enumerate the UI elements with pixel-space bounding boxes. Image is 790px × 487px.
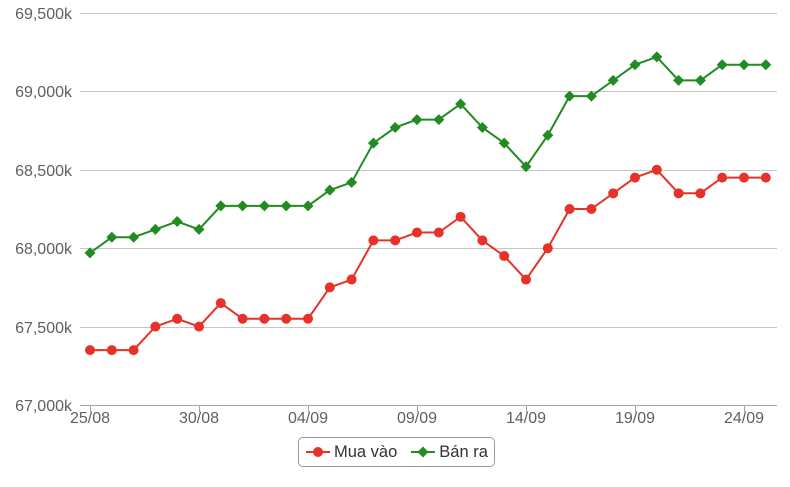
mua-vao-point-28-08: [150, 321, 161, 332]
mua-vao-point-25-09: [760, 172, 771, 183]
grid: [80, 13, 777, 328]
legend: Mua vào Bán ra: [298, 437, 495, 467]
mua-vao-point-22-09: [695, 188, 706, 199]
ban-ra-point-19-09: [629, 59, 641, 71]
mua-vao-point-02-09: [259, 313, 270, 324]
series-line-ban-ra: [89, 55, 766, 254]
ban-ra-point-23-09: [716, 59, 728, 71]
mua-vao-point-19-09: [630, 172, 640, 183]
mua-vao-point-26-08: [106, 345, 117, 356]
ban-ra-point-26-08: [106, 231, 118, 243]
ban-ra-point-31-08: [215, 200, 227, 212]
mua-vao-point-23-09: [717, 172, 728, 183]
mua-vao-point-11-09: [455, 211, 466, 222]
ban-ra-point-30-08: [193, 223, 205, 235]
mua-vao-point-01-09: [237, 313, 248, 324]
ban-ra-point-11-09: [455, 98, 467, 110]
legend-marker: [313, 447, 323, 457]
ban-ra-point-24-09: [738, 59, 750, 71]
ban-ra-point-29-08: [171, 216, 183, 228]
legend-marker: [417, 446, 429, 458]
legend-item-ban-ra[interactable]: Bán ra: [411, 443, 488, 462]
mua-vao-point-16-09: [564, 204, 575, 214]
y-tick-label: 68,500k: [15, 163, 73, 180]
mua-vao-point-31-08: [215, 298, 226, 309]
ban-ra-point-05-09: [324, 184, 336, 196]
ban-ra-point-08-09: [389, 121, 401, 133]
ban-ra-point-02-09: [258, 200, 270, 212]
mua-vao-point-12-09: [477, 235, 488, 246]
mua-vao-point-08-09: [390, 235, 401, 246]
mua-vao-point-10-09: [433, 227, 444, 238]
legend-diamond-marker-icon: [411, 446, 436, 458]
series-line-mua-vao: [90, 168, 766, 352]
x-axis: 25/08 30/08 04/09 09/09 14/09 19/09 24/09: [70, 405, 777, 427]
x-tick-label: 30/08: [179, 410, 219, 427]
ban-ra-point-25-09: [760, 59, 772, 71]
ban-ra-point-13-09: [498, 137, 510, 149]
ban-ra-point-06-09: [346, 176, 358, 188]
legend-item-mua-vao[interactable]: Mua vào: [306, 443, 397, 462]
mua-vao-point-25-08: [85, 345, 95, 356]
x-tick-label: 19/09: [615, 410, 655, 427]
ban-ra-point-07-09: [367, 137, 379, 149]
ban-ra-point-09-09: [411, 114, 423, 126]
y-tick-label: 69,500k: [15, 6, 73, 23]
ban-ra-point-28-08: [149, 223, 161, 235]
ban-ra-point-03-09: [280, 200, 292, 212]
mua-vao-point-03-09: [281, 313, 292, 324]
mua-vao-point-21-09: [673, 188, 684, 199]
mua-vao-point-05-09: [324, 282, 335, 293]
ban-ra-point-20-09: [651, 51, 663, 63]
mua-vao-point-15-09: [542, 243, 553, 254]
y-tick-label: 68,000k: [15, 241, 73, 258]
mua-vao-point-18-09: [608, 188, 619, 199]
ban-ra-point-15-09: [542, 129, 554, 141]
ban-ra-point-17-09: [585, 90, 597, 102]
ban-ra-point-21-09: [673, 74, 685, 86]
ban-ra-point-16-09: [564, 90, 576, 102]
ban-ra-point-04-09: [302, 200, 314, 212]
mua-vao-point-30-08: [194, 321, 204, 332]
x-tick-label: 24/09: [724, 410, 764, 427]
ban-ra-point-18-09: [607, 74, 619, 86]
ban-ra-point-25-08: [84, 247, 96, 259]
x-tick-label: 09/09: [397, 410, 437, 427]
x-tick-label: 14/09: [506, 410, 546, 427]
x-tick-label: 04/09: [288, 410, 328, 427]
legend-label-ban-ra: Bán ra: [439, 442, 488, 461]
ban-ra-point-01-09: [237, 200, 249, 212]
mua-vao-point-20-09: [651, 164, 662, 175]
ban-ra-point-22-09: [694, 74, 706, 86]
series-mua-vao: [85, 164, 771, 356]
x-tick-label: 25/08: [70, 410, 110, 427]
mua-vao-point-24-09: [739, 172, 749, 183]
mua-vao-point-06-09: [346, 274, 357, 285]
mua-vao-point-14-09: [521, 274, 531, 285]
mua-vao-point-27-08: [128, 345, 139, 356]
y-tick-label: 67,500k: [15, 320, 73, 337]
ban-ra-point-10-09: [433, 114, 445, 126]
series-ban-ra: [84, 51, 772, 259]
mua-vao-point-04-09: [303, 313, 313, 324]
mua-vao-point-29-08: [172, 313, 183, 324]
y-tick-label: 67,000k: [15, 398, 73, 415]
ban-ra-point-12-09: [476, 121, 488, 133]
ban-ra-point-27-08: [128, 231, 140, 243]
mua-vao-point-13-09: [499, 251, 510, 262]
legend-label-mua-vao: Mua vào: [334, 442, 398, 461]
ban-ra-point-14-09: [520, 161, 532, 173]
mua-vao-point-07-09: [368, 235, 379, 246]
mua-vao-point-17-09: [586, 204, 597, 214]
y-tick-label: 69,000k: [15, 84, 73, 101]
legend-circle-marker-icon: [306, 447, 330, 457]
y-axis: 67,000k 67,500k 68,000k 68,500k 69,000k 69,50…: [15, 6, 73, 415]
mua-vao-point-09-09: [412, 227, 422, 238]
